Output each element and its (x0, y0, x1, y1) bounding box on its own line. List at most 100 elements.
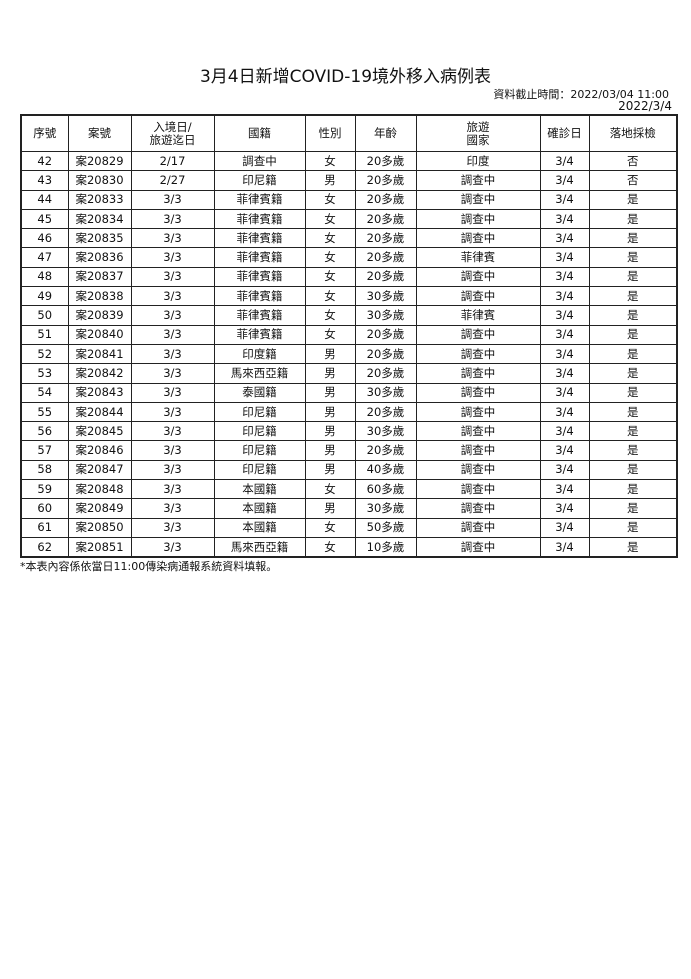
table-cell: 男 (304, 459, 356, 481)
table-cell: 3/3 (130, 498, 215, 519)
table-cell: 男 (304, 421, 356, 442)
table-cell: 女 (304, 228, 356, 249)
table-cell: 女 (304, 517, 356, 538)
table-cell: 案20834 (67, 208, 132, 230)
table-cell: 3/4 (539, 170, 590, 191)
table-row: 59 案20848 3/3 本國籍女 60多歲 調查中 3/4 是 (20, 479, 678, 500)
table-cell: 2/27 (130, 170, 215, 191)
table-cell: 20多歲 (354, 343, 417, 365)
table-cell: 男 (304, 363, 356, 384)
table-cell: 調查中 (415, 324, 541, 345)
table-cell: 是 (588, 286, 678, 307)
table-row: 62 案20851 3/3 馬來西亞籍女 10多歲 調查中 3/4 是 (20, 536, 678, 558)
table-cell: 30多歲 (354, 382, 417, 403)
table-cell: 調查中 (415, 382, 541, 403)
table-row: 57 案20846 3/3 印尼籍男 20多歲 調查中 3/4 是 (20, 440, 678, 461)
table-cell: 3/4 (539, 150, 590, 172)
table-cell: 調查中 (415, 189, 541, 210)
table-row: 56 案20845 3/3 印尼籍男 30多歲 調查中 3/4 是 (20, 421, 678, 442)
table-cell: 59 (20, 479, 69, 500)
table-cell: 3/4 (539, 479, 590, 500)
table-cell: 47 (20, 247, 69, 268)
table-cell: 20多歲 (354, 150, 417, 172)
table-cell: 3/4 (539, 208, 590, 230)
table-cell: 是 (588, 305, 678, 326)
table-cell: 本國籍 (213, 498, 306, 519)
table-cell: 62 (20, 536, 69, 558)
table-cell: 20多歲 (354, 189, 417, 210)
table-cell: 印度 (415, 150, 541, 172)
page-title: 3月4日新增COVID-19境外移入病例表 (199, 67, 492, 87)
table-cell: 45 (20, 208, 69, 230)
table-cell: 調查中 (415, 228, 541, 249)
table-cell: 3/3 (130, 208, 215, 230)
table-cell: 50多歲 (354, 517, 417, 538)
table-cell: 3/3 (130, 363, 215, 384)
table-cell: 57 (20, 440, 69, 461)
table-cell: 男 (304, 498, 356, 519)
table-cell: 42 (20, 150, 69, 172)
table-cell: 3/4 (539, 363, 590, 384)
table-cell: 男 (304, 401, 356, 423)
table-cell: 20多歲 (354, 440, 417, 461)
table-cell: 男 (304, 343, 356, 365)
table-cell: 46 (20, 228, 69, 249)
table-cell: 調查中 (415, 479, 541, 500)
table-cell: 菲律賓 (415, 305, 541, 326)
table-cell: 本國籍 (213, 479, 306, 500)
table-cell: 3/3 (130, 247, 215, 268)
table-cell: 案20842 (67, 363, 132, 384)
table-cell: 3/4 (539, 324, 590, 345)
table-cell: 44 (20, 189, 69, 210)
table-cell: 20多歲 (354, 266, 417, 288)
table-cell: 56 (20, 421, 69, 442)
table-cell: 3/4 (539, 305, 590, 326)
table-cell: 是 (588, 363, 678, 384)
table-cell: 馬來西亞籍 (213, 363, 306, 384)
table-cell: 女 (304, 479, 356, 500)
table-cell: 案20837 (67, 266, 132, 288)
report-date: 2022/3/4 (618, 99, 672, 113)
table-cell: 3/4 (539, 247, 590, 268)
table-cell: 菲律賓籍 (213, 286, 306, 307)
table-row: 48 案20837 3/3 菲律賓籍女 20多歲 調查中 3/4 是 (20, 266, 678, 288)
table-cell: 調查中 (415, 421, 541, 442)
table-cell: 55 (20, 401, 69, 423)
table-cell: 是 (588, 459, 678, 481)
table-cell: 調查中 (415, 266, 541, 288)
table-row: 47 案20836 3/3 菲律賓籍女 20多歲 菲律賓 3/4 是 (20, 247, 678, 268)
table-cell: 案20848 (67, 479, 132, 500)
table-cell: 是 (588, 401, 678, 423)
table-cell: 是 (588, 343, 678, 365)
table-cell: 20多歲 (354, 401, 417, 423)
table-cell: 3/4 (539, 421, 590, 442)
table-row: 61 案20850 3/3 本國籍女 50多歲 調查中 3/4 是 (20, 517, 678, 538)
column-header: 落地採檢 (588, 114, 678, 152)
table-cell: 男 (304, 440, 356, 461)
table-cell: 3/4 (539, 517, 590, 538)
table-cell: 案20849 (67, 498, 132, 519)
table-cell: 3/4 (539, 536, 590, 558)
table-cell: 3/3 (130, 286, 215, 307)
table-cell: 20多歲 (354, 363, 417, 384)
table-cell: 3/3 (130, 536, 215, 558)
table-cell: 調查中 (415, 459, 541, 481)
table-row: 52 案20841 3/3 印度籍男 20多歲 調查中 3/4 是 (20, 343, 678, 365)
table-cell: 女 (304, 208, 356, 230)
table-cell: 調查中 (415, 363, 541, 384)
table-row: 53 案20842 3/3 馬來西亞籍男 20多歲 調查中 3/4 是 (20, 363, 678, 384)
table-cell: 是 (588, 440, 678, 461)
table-cell: 印尼籍 (213, 440, 306, 461)
table-cell: 菲律賓 (415, 247, 541, 268)
table-cell: 菲律賓籍 (213, 189, 306, 210)
table-cell: 3/3 (130, 305, 215, 326)
table-cell: 調查中 (415, 401, 541, 423)
table-cell: 是 (588, 479, 678, 500)
table-cell: 案20833 (67, 189, 132, 210)
table-cell: 案20839 (67, 305, 132, 326)
table-cell: 案20847 (67, 459, 132, 481)
table-cell: 調查中 (415, 170, 541, 191)
table-cell: 3/4 (539, 266, 590, 288)
table-cell: 印尼籍 (213, 401, 306, 423)
table-cell: 否 (588, 170, 678, 191)
